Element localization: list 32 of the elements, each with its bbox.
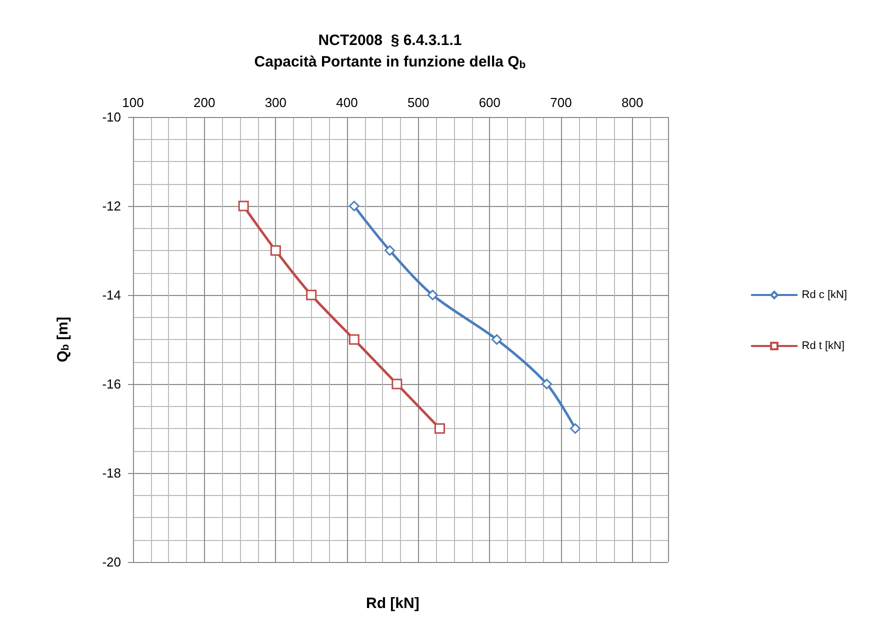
point — [270, 245, 281, 256]
y-tick-label: -12 — [102, 198, 121, 214]
x-tick-label: 300 — [264, 95, 287, 110]
y-axis-title: Qb [m] — [54, 316, 72, 362]
y-tick-label: -10 — [102, 110, 121, 124]
chart-title: NCT2008 § 6.4.3.1.1 — [318, 32, 462, 49]
x-tick-label: 100 — [122, 95, 144, 110]
y-tick-label: -14 — [102, 288, 121, 302]
x-tick-label: 200 — [193, 95, 216, 110]
point — [238, 200, 249, 212]
point — [392, 378, 402, 390]
y-tick-label: -20 — [102, 554, 121, 570]
point — [306, 290, 317, 300]
x-tick-label: 500 — [407, 95, 430, 110]
y-tick-label: -18 — [102, 466, 121, 480]
x-tick-label: 600 — [478, 95, 501, 110]
chart-subtitle: Capacità Portante in funzione della Qb — [254, 54, 526, 71]
point — [492, 334, 502, 345]
point — [434, 423, 445, 434]
x-tick-label: 400 — [336, 95, 358, 110]
point — [541, 378, 552, 390]
x-tick-label: 700 — [550, 95, 572, 110]
legend-label: Rd t [kN] — [802, 340, 845, 352]
point — [570, 423, 581, 434]
point — [384, 245, 396, 256]
x-tick-label: 800 — [621, 95, 644, 110]
point — [427, 290, 438, 300]
legend-label: Rd c [kN] — [802, 289, 848, 301]
point — [348, 200, 360, 212]
y-tick-label: -16 — [102, 376, 121, 392]
point — [348, 334, 360, 345]
x-axis-title: Rd [kN] — [366, 595, 420, 612]
